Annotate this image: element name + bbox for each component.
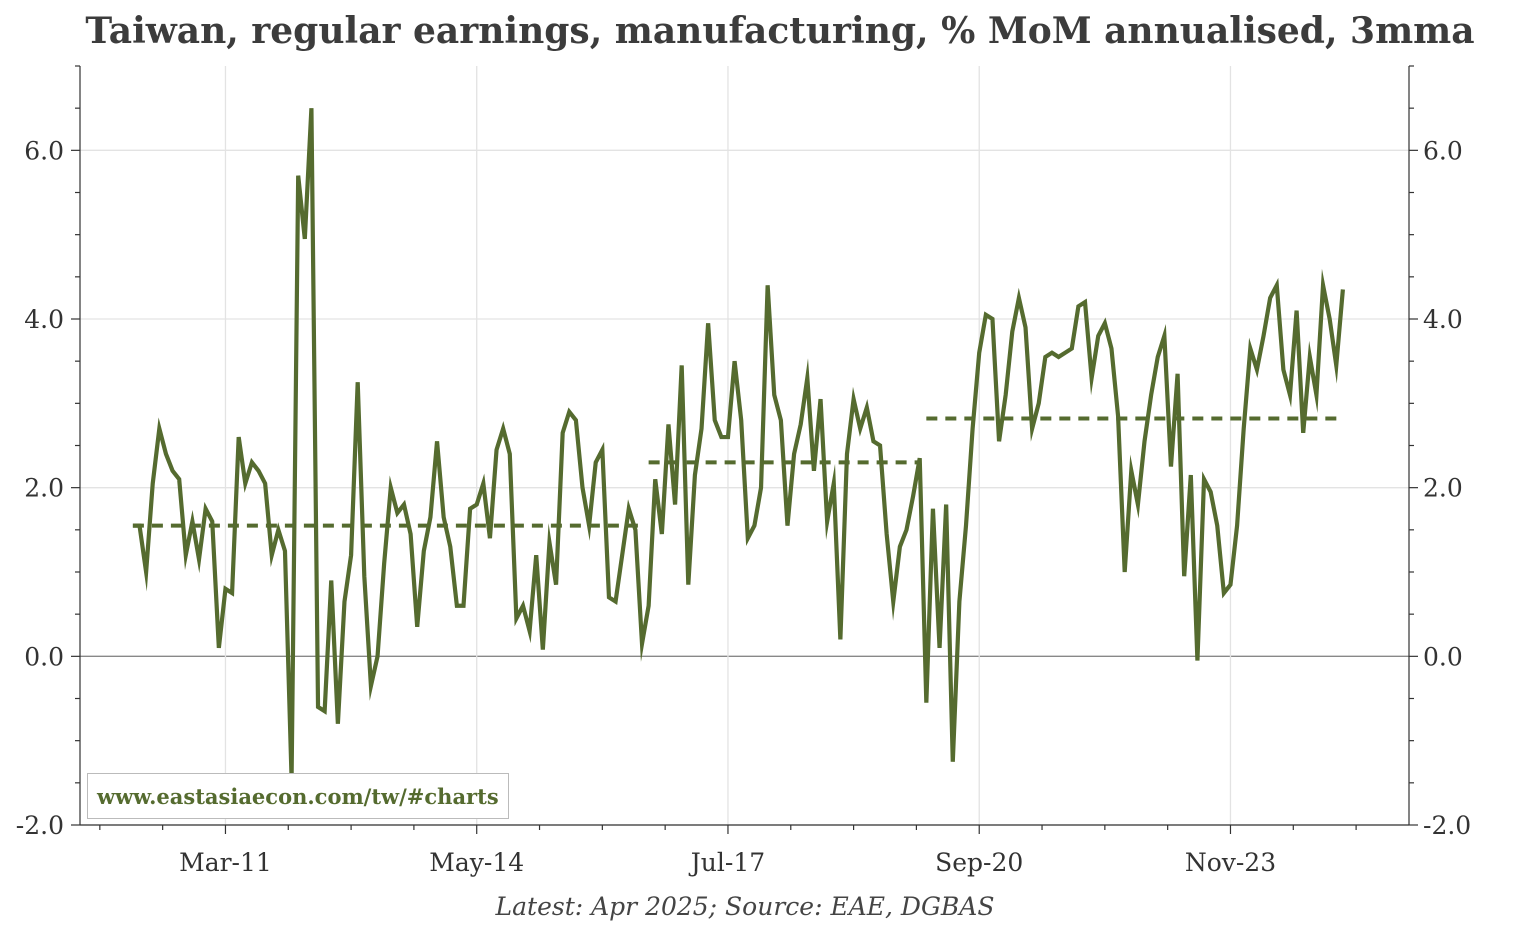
series-line	[132, 108, 1345, 779]
x-tick-label: Sep-20	[935, 848, 1023, 877]
watermark-link[interactable]: www.eastasiaecon.com/tw/#charts	[97, 783, 499, 809]
y-tick-label-right: 2.0	[1423, 474, 1463, 503]
x-tick-label: May-14	[429, 848, 524, 877]
y-tick-label-left: -2.0	[16, 811, 64, 840]
source-note: Latest: Apr 2025; Source: EAE, DGBAS	[495, 892, 995, 921]
y-tick-label-left: 0.0	[24, 642, 64, 671]
y-tick-label-left: 4.0	[24, 305, 64, 334]
watermark-box[interactable]: www.eastasiaecon.com/tw/#charts	[87, 773, 509, 819]
chart-title: Taiwan, regular earnings, manufacturing,…	[85, 10, 1475, 52]
data-layer	[132, 108, 1345, 779]
y-tick-label-right: -2.0	[1423, 811, 1471, 840]
y-tick-label-left: 6.0	[24, 136, 64, 165]
y-tick-label-left: 2.0	[24, 474, 64, 503]
x-tick-label: Nov-23	[1185, 848, 1276, 877]
y-tick-label-right: 4.0	[1423, 305, 1463, 334]
x-tick-label: Mar-11	[179, 848, 272, 877]
y-tick-label-right: 0.0	[1423, 642, 1463, 671]
y-tick-label-right: 6.0	[1423, 136, 1463, 165]
axis-layer: -2.0 -2.0 0.0 0.0 2.0 2.0 4.0 4.0 6.0 6.0 Mar-11 Ma…	[16, 65, 1471, 877]
x-tick-label: Jul-17	[688, 848, 765, 877]
